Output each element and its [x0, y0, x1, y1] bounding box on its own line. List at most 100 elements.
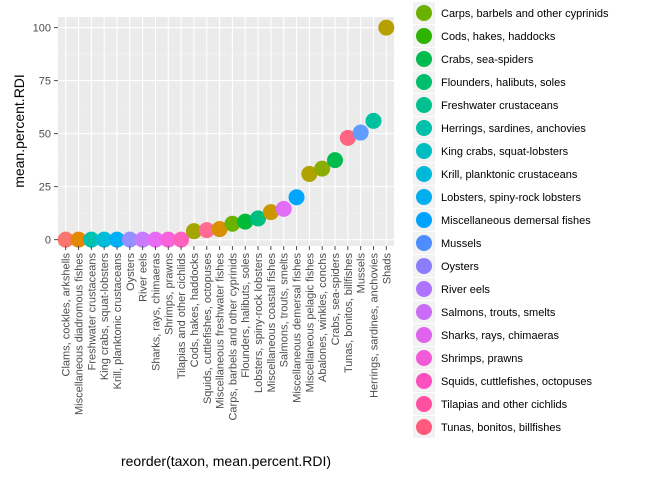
data-points	[57, 19, 395, 248]
legend-key-icon	[416, 281, 432, 297]
legend-item-label: Krill, planktonic crustaceans	[441, 169, 578, 181]
x-tick-label: Sharks, rays, chimaeras	[150, 253, 162, 371]
data-point	[262, 204, 279, 221]
gridlines	[58, 17, 394, 246]
legend-item-label: Carps, barbels and other cyprinids	[441, 8, 609, 20]
data-point	[314, 160, 331, 177]
x-tick-label: Flounders, halibuts, soles	[240, 253, 252, 378]
x-tick-label: Miscellaneous coastal fishes	[266, 253, 278, 393]
x-tick-label: Herrings, sardines, anchovies	[368, 253, 380, 398]
data-point	[339, 129, 356, 146]
x-tick-label: Crabs, sea-spiders	[330, 253, 342, 346]
y-axis-label: mean.percent.RDI	[11, 74, 27, 188]
x-tick-label: Mussels	[356, 253, 368, 294]
data-point	[83, 231, 100, 248]
legend-key-icon	[416, 419, 432, 435]
y-tick-label: 100	[33, 23, 51, 35]
data-point	[173, 231, 190, 248]
legend-key-icon	[416, 396, 432, 412]
legend-item-label: Shrimps, prawns	[441, 353, 523, 365]
legend-item-label: Tunas, bonitos, billfishes	[441, 422, 562, 434]
x-tick-label: King crabs, squat-lobsters	[99, 253, 111, 381]
data-point	[70, 231, 87, 248]
legend-key-icon	[416, 51, 432, 67]
data-point	[365, 112, 382, 129]
x-tick-label: Salmons, trouts, smelts	[279, 253, 291, 368]
y-axis-ticks: 0 25 50 75 100	[33, 23, 58, 247]
legend-item-label: Herrings, sardines, anchovies	[441, 123, 586, 135]
data-point	[96, 231, 113, 248]
legend-key-icon	[416, 143, 432, 159]
legend-item-label: Tilapias and other cichlids	[441, 399, 568, 411]
legend-item-label: Mussels	[441, 238, 482, 250]
legend-item-label: Squids, cuttlefishes, octopuses	[441, 376, 593, 388]
legend-item-label: Lobsters, spiny-rock lobsters	[441, 192, 581, 204]
data-point	[237, 213, 254, 230]
legend-key-icon	[416, 189, 432, 205]
legend-item-label: Freshwater crustaceans	[441, 100, 559, 112]
x-tick-label: Shrimps, prawns	[163, 253, 175, 335]
legend-key-icon	[416, 28, 432, 44]
x-axis-ticks: Clams, cockles, arkshells Miscellaneous d…	[61, 246, 393, 421]
x-tick-label: Krill, planktonic crustaceans	[112, 253, 124, 390]
x-tick-label: Cods, hakes, haddocks	[189, 253, 201, 368]
y-tick-label: 75	[39, 76, 51, 88]
legend-key-icon	[416, 327, 432, 343]
x-tick-label: Lobsters, spiny-rock lobsters	[253, 253, 265, 393]
y-tick-label: 0	[45, 235, 51, 247]
data-point	[198, 222, 215, 239]
x-tick-label: Carps, barbels and other cyprinids	[227, 253, 239, 421]
data-point	[121, 231, 138, 248]
legend-key-icon	[416, 5, 432, 21]
legend-item-label: Oysters	[441, 261, 479, 273]
legend-item-label: Flounders, halibuts, soles	[441, 77, 566, 89]
plot-panel	[58, 17, 394, 246]
legend-key-icon	[416, 166, 432, 182]
legend-item-label: Crabs, sea-spiders	[441, 54, 534, 66]
legend-key-icon	[416, 97, 432, 113]
legend-item-label: Salmons, trouts, smelts	[441, 307, 556, 319]
y-tick-label: 50	[39, 129, 51, 141]
y-tick-label: 25	[39, 182, 51, 194]
legend: Carps, barbels and other cyprinids Cods, …	[413, 2, 609, 438]
data-point	[147, 231, 164, 248]
data-point	[378, 19, 395, 36]
x-tick-label: Tilapias and other cichlids	[176, 253, 188, 380]
legend-key-icon	[416, 373, 432, 389]
x-tick-label: Miscellaneous diadromous fishes	[74, 253, 86, 416]
x-tick-label: Miscellaneous demersal fishes	[292, 253, 304, 403]
data-point	[211, 221, 228, 238]
legend-key-icon	[416, 304, 432, 320]
data-point	[57, 231, 74, 248]
x-tick-label: Miscellaneous pelagic fishes	[304, 253, 316, 393]
legend-key-icon	[416, 74, 432, 90]
data-point	[275, 200, 292, 217]
x-tick-label: Tunas, bonitos, billfishes	[343, 253, 355, 374]
x-tick-label: Clams, cockles, arkshells	[61, 253, 73, 377]
x-tick-label: Squids, cuttlefishes, octopuses	[202, 253, 214, 405]
x-tick-label: Oysters	[125, 253, 137, 291]
x-tick-label: River eels	[138, 253, 150, 302]
legend-item-label: Cods, hakes, haddocks	[441, 31, 556, 43]
data-point	[185, 223, 202, 240]
legend-item-label: Sharks, rays, chimaeras	[441, 330, 559, 342]
x-tick-label: Freshwater crustaceans	[86, 253, 98, 371]
legend-key-icon	[416, 120, 432, 136]
data-point	[160, 231, 177, 248]
data-point	[352, 124, 369, 141]
legend-key-icon	[416, 258, 432, 274]
x-tick-label: Abalones, winkles, conchs	[317, 253, 329, 383]
data-point	[224, 215, 241, 232]
data-point	[134, 231, 151, 248]
x-tick-label: Miscellaneous freshwater fishes	[215, 253, 227, 409]
data-point	[108, 231, 125, 248]
x-tick-label: Shads	[381, 253, 393, 285]
legend-key-icon	[416, 235, 432, 251]
legend-item-label: River eels	[441, 284, 490, 296]
data-point	[327, 152, 344, 169]
legend-key-icon	[416, 212, 432, 228]
legend-key-icon	[416, 350, 432, 366]
legend-item-label: Miscellaneous demersal fishes	[441, 215, 591, 227]
x-axis-label: reorder(taxon, mean.percent.RDI)	[121, 453, 331, 469]
